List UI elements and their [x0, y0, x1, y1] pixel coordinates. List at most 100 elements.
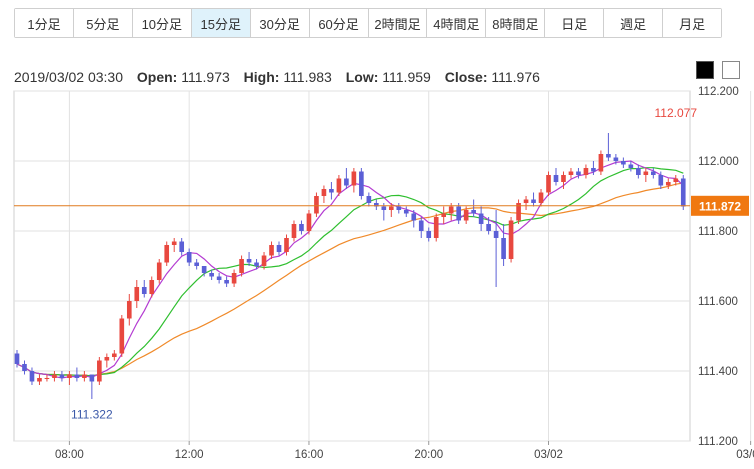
- candle-body: [508, 220, 514, 259]
- tab-timeframe[interactable]: 日足: [545, 9, 605, 37]
- candle-body: [104, 357, 110, 361]
- tab-timeframe[interactable]: 2時間足: [368, 9, 428, 37]
- candle-body: [261, 255, 267, 266]
- candle-body: [546, 175, 551, 193]
- current-price-badge: [691, 195, 749, 216]
- candle-body: [67, 374, 72, 378]
- candle-body: [351, 171, 357, 186]
- candle-body: [336, 178, 342, 193]
- candle-body: [501, 238, 506, 259]
- candle-body: [598, 154, 604, 172]
- candle-body: [636, 168, 641, 175]
- candle-body: [486, 224, 491, 231]
- x-tick-label: 03/02: [534, 449, 563, 461]
- candle-body: [658, 175, 664, 186]
- candle-body: [156, 262, 162, 280]
- candle-body: [201, 266, 207, 273]
- candle-body: [568, 171, 574, 175]
- candle-body: [89, 374, 95, 382]
- candle-body: [448, 206, 454, 214]
- y-tick-label: 111.400: [698, 366, 738, 378]
- candle-body: [37, 378, 42, 382]
- candle-body: [426, 231, 432, 238]
- candle-body: [119, 318, 125, 354]
- ohlc-close-value: 111.976: [491, 69, 540, 85]
- candle-body: [59, 374, 65, 378]
- ohlc-high-value: 111.983: [283, 69, 332, 85]
- candle-body: [523, 199, 529, 203]
- dark-theme-toggle[interactable]: [696, 61, 714, 79]
- candle-body: [179, 241, 185, 252]
- tab-timeframe[interactable]: 月足: [663, 9, 722, 37]
- candle-body: [74, 374, 80, 378]
- tab-timeframe[interactable]: 60分足: [309, 9, 369, 37]
- tab-timeframe[interactable]: 15分足: [191, 9, 251, 37]
- ohlc-low-label: Low:: [345, 69, 379, 85]
- moving-average-long: [16, 182, 684, 377]
- candle-body: [650, 171, 656, 175]
- candle-body: [22, 364, 27, 371]
- candle-body: [126, 301, 132, 319]
- candle-body: [471, 210, 476, 214]
- candle-body: [14, 353, 20, 364]
- ohlc-datetime: 2019/03/02 03:30: [14, 69, 123, 85]
- y-tick-label: 112.000: [698, 156, 739, 168]
- timeframe-tabs: 1分足 5分足 10分足 15分足 30分足 60分足 2時間足 4時間足 8時間足 日足 週足 月足: [14, 8, 722, 38]
- candle-body: [299, 224, 304, 231]
- candle-body: [359, 171, 364, 196]
- candle-body: [186, 252, 192, 263]
- candle-body: [374, 203, 379, 207]
- candle-body: [665, 182, 671, 186]
- tab-timeframe[interactable]: 10分足: [132, 9, 192, 37]
- candle-body: [561, 175, 566, 182]
- x-tick-label: 20:00: [414, 449, 443, 461]
- candle-body: [29, 371, 35, 382]
- candle-body: [366, 196, 372, 203]
- tab-timeframe[interactable]: 4時間足: [427, 9, 487, 37]
- ohlc-low-value: 111.959: [382, 69, 431, 85]
- y-tick-label: 111.800: [698, 226, 738, 238]
- candle-body: [52, 374, 57, 378]
- candle-body: [613, 157, 619, 161]
- candle-body: [628, 164, 634, 168]
- candle-body: [463, 210, 469, 221]
- candle-body: [254, 262, 259, 266]
- candle-body: [680, 178, 686, 207]
- tab-timeframe[interactable]: 5分足: [73, 9, 133, 37]
- candle-body: [171, 241, 177, 245]
- current-price-label: 111.872: [699, 199, 741, 213]
- candle-body: [216, 276, 222, 280]
- ohlc-readout: 2019/03/02 03:30 Open: 111.973 High: 111…: [14, 69, 540, 85]
- moving-average-short: [16, 160, 684, 379]
- candle-body: [321, 189, 327, 196]
- light-theme-toggle[interactable]: [722, 61, 740, 79]
- candle-body: [418, 220, 424, 231]
- candle-body: [329, 189, 334, 193]
- y-tick-label: 111.200: [698, 436, 738, 448]
- candle-body: [433, 217, 439, 238]
- candle-body: [583, 168, 589, 175]
- candle-body: [82, 374, 87, 378]
- ohlc-high-label: High:: [243, 69, 280, 85]
- tab-timeframe[interactable]: 週足: [604, 9, 664, 37]
- candle-body: [209, 273, 214, 277]
- x-tick-label: 03/04: [736, 449, 754, 461]
- candle-body: [643, 171, 649, 175]
- candle-body: [493, 231, 499, 238]
- candle-body: [276, 245, 282, 252]
- y-tick-label: 111.600: [698, 296, 738, 308]
- tab-timeframe[interactable]: 1分足: [15, 9, 74, 37]
- candle-body: [441, 213, 447, 217]
- tab-timeframe[interactable]: 8時間足: [486, 9, 546, 37]
- candle-body: [284, 238, 289, 252]
- candle-body: [149, 280, 155, 294]
- high-annotation: 112.077: [655, 106, 698, 120]
- candle-body: [164, 245, 170, 263]
- tab-timeframe[interactable]: 30分足: [250, 9, 310, 37]
- candle-body: [134, 287, 140, 301]
- candle-body: [516, 203, 521, 221]
- candle-body: [531, 199, 536, 203]
- ohlc-open-value: 111.973: [181, 69, 230, 85]
- candle-body: [291, 224, 297, 238]
